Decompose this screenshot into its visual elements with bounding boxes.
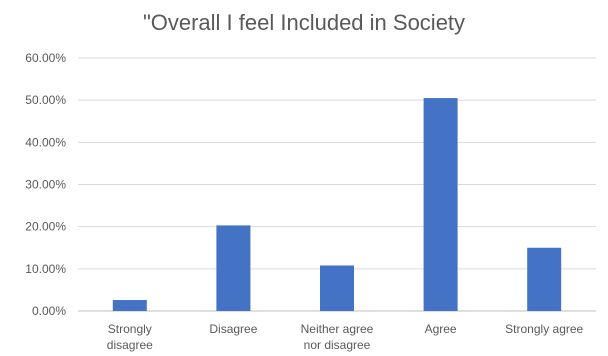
y-tick-label: 40.00% bbox=[25, 135, 66, 149]
y-tick-label: 30.00% bbox=[25, 178, 66, 192]
y-tick-label: 60.00% bbox=[25, 51, 66, 65]
bar bbox=[112, 300, 147, 311]
x-tick-label: Strongly agree bbox=[505, 322, 583, 336]
x-tick-label-line: Neither agree bbox=[301, 322, 374, 336]
x-tick-label-line: nor disagree bbox=[304, 338, 371, 352]
bar bbox=[423, 98, 458, 311]
y-tick-label: 10.00% bbox=[25, 262, 66, 276]
bar bbox=[527, 247, 562, 311]
y-tick-label: 20.00% bbox=[25, 220, 66, 234]
x-tick-label-line: Agree bbox=[425, 322, 457, 336]
x-tick-label: Agree bbox=[425, 322, 457, 336]
x-tick-label: Disagree bbox=[209, 322, 257, 336]
x-tick-label: Neither agree nor disagree bbox=[301, 322, 374, 352]
bar bbox=[320, 265, 354, 311]
x-tick-label-line: Strongly bbox=[108, 322, 152, 336]
x-tick-label: Strongly disagree bbox=[107, 322, 153, 352]
y-tick-label: 50.00% bbox=[25, 93, 66, 107]
x-tick-label-line: Strongly agree bbox=[505, 322, 583, 336]
x-tick-label-line: Disagree bbox=[209, 322, 257, 336]
chart-title: "Overall I feel Included in Society bbox=[142, 10, 466, 35]
y-tick-label: 0.00% bbox=[32, 304, 66, 318]
x-tick-label-line: disagree bbox=[107, 338, 153, 352]
bar bbox=[216, 225, 251, 311]
